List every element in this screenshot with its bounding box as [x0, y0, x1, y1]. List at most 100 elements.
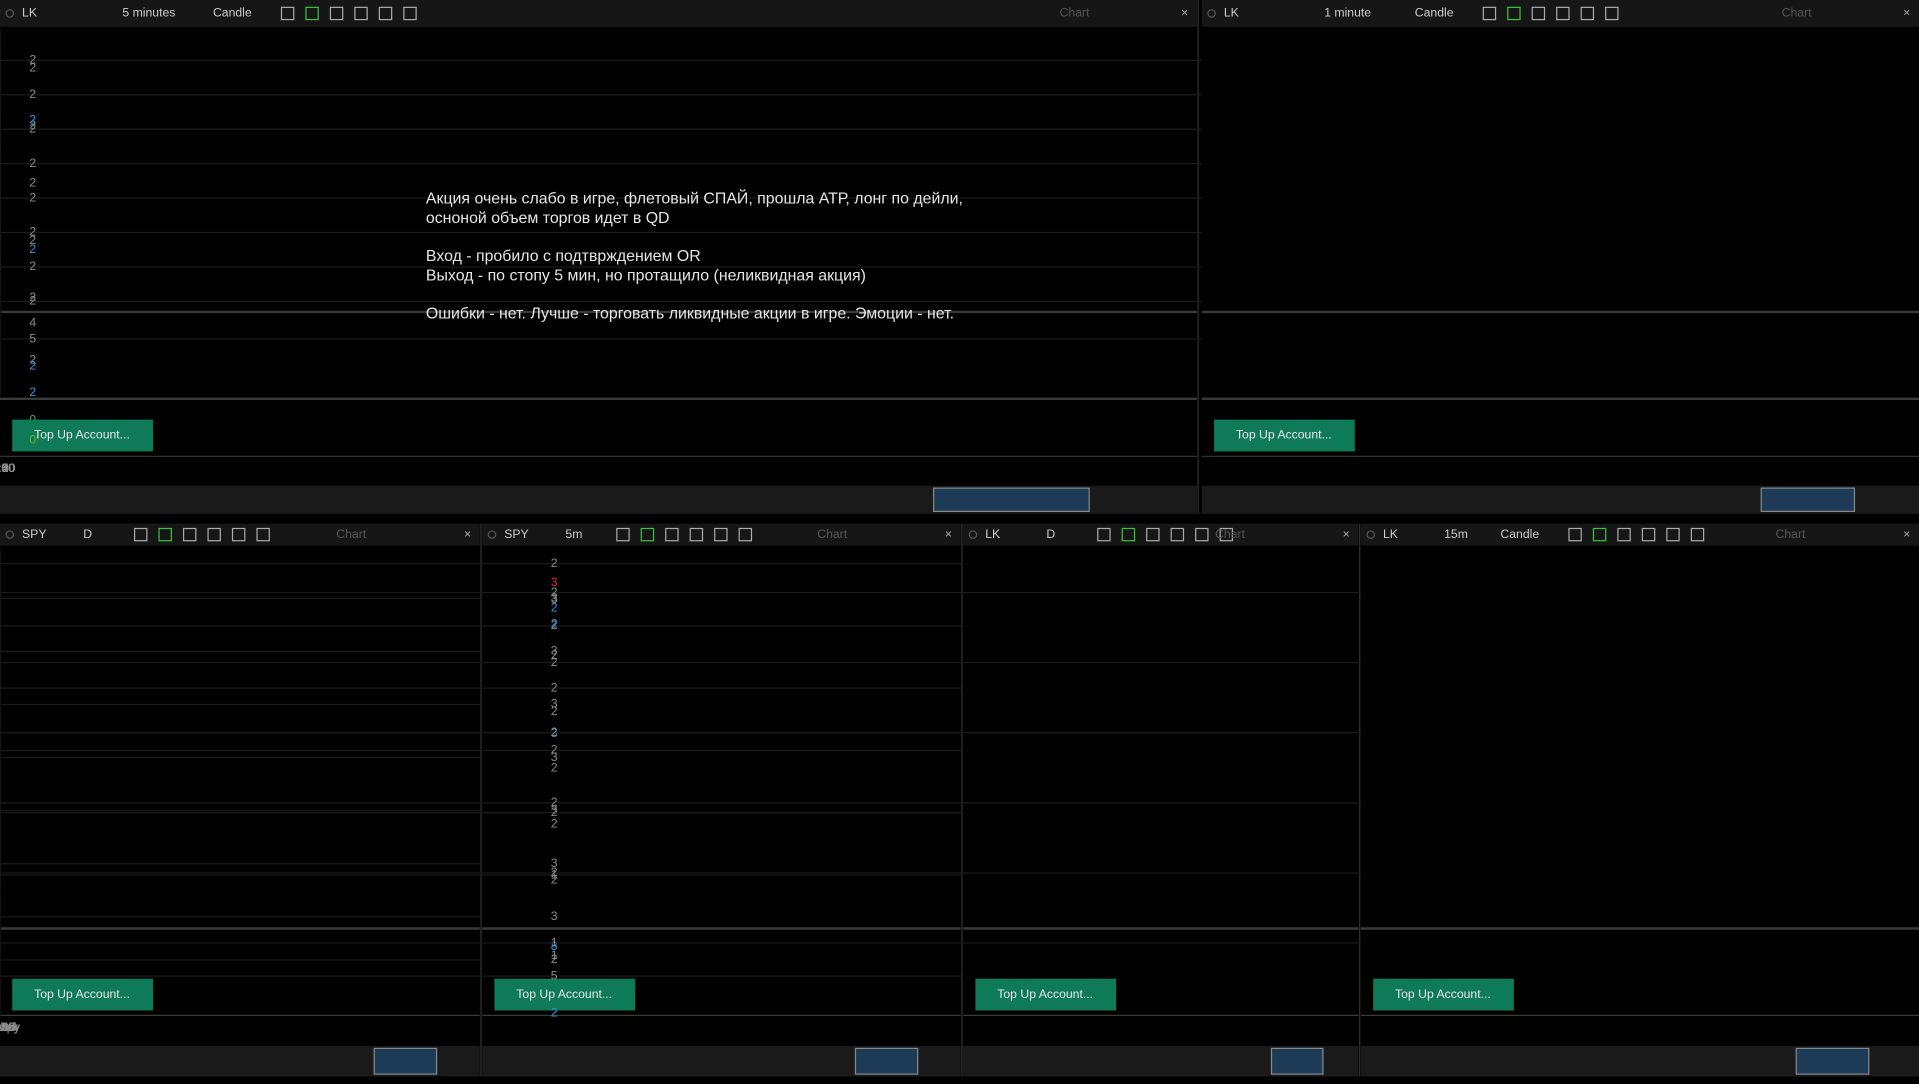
- tool-icon[interactable]: [256, 527, 270, 542]
- scroller-window[interactable]: [854, 1047, 919, 1075]
- x-tick-label: 10 Jun: [0, 1020, 18, 1034]
- x-tick-label: 17 Apr: [0, 1020, 18, 1034]
- x-tick-label: 16 May: [0, 1020, 21, 1034]
- x-tick-label: 15 Jul: [0, 1020, 16, 1034]
- symbol: SPY: [504, 527, 528, 541]
- x-tick-label: 10:30: [0, 461, 15, 475]
- scroller-window[interactable]: [1760, 487, 1856, 512]
- x-tick-label: 12:00: [0, 1020, 15, 1034]
- x-tick-label: 05 Jul: [0, 1020, 16, 1034]
- scroller-window[interactable]: [932, 487, 1090, 512]
- x-tick-label: 11:30: [0, 461, 15, 475]
- tool-icon[interactable]: [403, 6, 417, 21]
- tool-icon[interactable]: [329, 6, 344, 21]
- interval: D: [83, 527, 92, 541]
- tool-icon[interactable]: [1146, 527, 1160, 542]
- tool-icon[interactable]: [305, 6, 319, 21]
- scroller-window[interactable]: [1795, 1047, 1870, 1075]
- x-tick-label: 13:30: [0, 461, 15, 475]
- panel-title: Chart: [1060, 6, 1090, 20]
- x-tick-label: 12:20: [0, 461, 15, 475]
- chart-style: Candle: [1500, 527, 1539, 541]
- tool-icon[interactable]: [1219, 527, 1234, 542]
- tool-icon[interactable]: [1531, 6, 1546, 21]
- status-dot: [968, 530, 978, 539]
- tool-icon[interactable]: [207, 527, 221, 542]
- status-dot: [1366, 530, 1375, 539]
- close-button[interactable]: ×: [1903, 6, 1910, 20]
- scroller-window[interactable]: [1270, 1047, 1324, 1075]
- tool-icon[interactable]: [640, 527, 655, 542]
- panel-toolbar: [1201, 0, 1919, 27]
- tool-icon[interactable]: [1617, 527, 1631, 542]
- tool-icon[interactable]: [665, 527, 679, 542]
- symbol: LK: [1383, 527, 1399, 541]
- tool-icon[interactable]: [1580, 6, 1595, 21]
- note-line: Выход - по стопу 5 мин, но протащило (не…: [426, 268, 866, 285]
- top-up-label[interactable]: Top Up Account...: [997, 987, 1093, 1001]
- tool-icon[interactable]: [280, 6, 295, 21]
- x-tick-label: 14:30: [0, 461, 15, 475]
- top-up-label[interactable]: Top Up Account...: [34, 428, 130, 442]
- note-line: Вход - пробило с подтврждением OR: [426, 248, 701, 265]
- symbol: LK: [22, 6, 38, 20]
- tool-icon[interactable]: [738, 527, 753, 542]
- tool-icon[interactable]: [134, 527, 148, 542]
- top-up-button[interactable]: [1214, 419, 1355, 452]
- scroller-window[interactable]: [373, 1047, 438, 1075]
- top-up-button[interactable]: [12, 978, 153, 1011]
- tool-icon[interactable]: [1482, 6, 1497, 21]
- tool-icon[interactable]: [1170, 527, 1185, 542]
- panel-toolbar: [963, 523, 1359, 546]
- panel-toolbar: [0, 523, 480, 546]
- x-tick-label: 11:00: [0, 461, 15, 475]
- interval: 5 minutes: [122, 6, 175, 20]
- tool-icon[interactable]: [1641, 527, 1656, 542]
- tool-icon[interactable]: [1195, 527, 1209, 542]
- top-up-button[interactable]: [975, 978, 1117, 1011]
- tool-icon[interactable]: [1556, 6, 1570, 21]
- top-up-label[interactable]: Top Up Account...: [516, 987, 612, 1001]
- tool-icon[interactable]: [378, 6, 393, 21]
- x-tick-label: 12:00: [0, 461, 15, 475]
- close-button[interactable]: ×: [945, 527, 952, 541]
- tool-icon[interactable]: [231, 527, 246, 542]
- tool-icon[interactable]: [182, 527, 197, 542]
- close-button[interactable]: ×: [1903, 527, 1910, 541]
- tool-icon[interactable]: [1568, 527, 1582, 542]
- symbol: LK: [1224, 6, 1240, 20]
- panel-title: Chart: [336, 527, 366, 541]
- top-up-label[interactable]: Top Up Account...: [1236, 428, 1332, 442]
- tool-icon[interactable]: [1097, 527, 1111, 542]
- close-button[interactable]: ×: [464, 527, 471, 541]
- tool-icon[interactable]: [1592, 527, 1607, 542]
- tool-icon[interactable]: [1507, 6, 1521, 21]
- x-tick-label: 10:00: [0, 1020, 15, 1034]
- top-up-button[interactable]: [12, 419, 153, 452]
- tool-icon[interactable]: [1690, 527, 1705, 542]
- tool-icon[interactable]: [1121, 527, 1136, 542]
- x-tick-label: 14:00: [0, 461, 15, 475]
- tool-icon[interactable]: [1666, 527, 1680, 542]
- x-tick-label: 12:50: [0, 461, 15, 475]
- tool-icon[interactable]: [158, 527, 172, 542]
- top-up-button[interactable]: [494, 978, 636, 1011]
- tool-icon[interactable]: [354, 6, 368, 21]
- x-tick-label: 07:00: [0, 1020, 15, 1034]
- close-button[interactable]: ×: [1181, 6, 1188, 20]
- tool-icon[interactable]: [616, 527, 630, 542]
- symbol: LK: [985, 527, 1001, 541]
- x-tick-label: 18:15: [0, 1020, 15, 1034]
- x-tick-label: 12:00: [0, 1020, 15, 1034]
- tool-icon[interactable]: [1605, 6, 1619, 21]
- top-up-label[interactable]: Top Up Account...: [1395, 987, 1491, 1001]
- top-up-label[interactable]: Top Up Account...: [34, 987, 130, 1001]
- close-button[interactable]: ×: [1343, 527, 1350, 541]
- x-tick-label: 18 Jun: [0, 1020, 18, 1034]
- x-tick-label: 15 Jul: [0, 1020, 16, 1034]
- tool-icon[interactable]: [714, 527, 728, 542]
- tool-icon[interactable]: [689, 527, 704, 542]
- top-up-button[interactable]: [1373, 978, 1514, 1011]
- status-dot: [1207, 9, 1216, 18]
